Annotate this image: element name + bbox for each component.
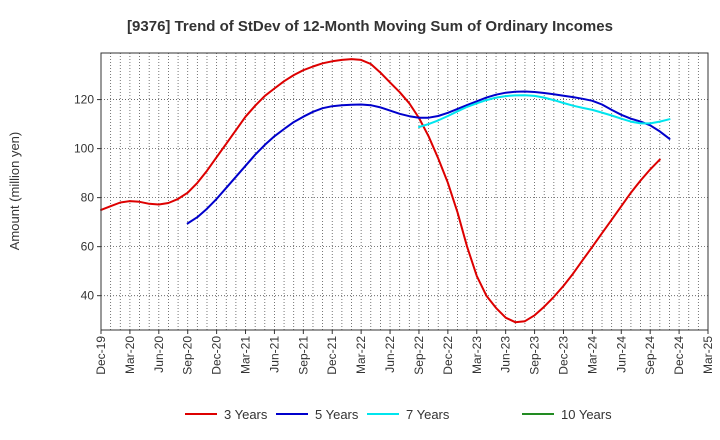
x-tick-label: Mar-22 xyxy=(354,336,368,374)
x-tick-label: Mar-20 xyxy=(123,336,137,374)
x-tick-label: Dec-21 xyxy=(325,336,339,375)
series-line-5-years xyxy=(186,90,671,225)
grid xyxy=(101,53,708,330)
legend-label-3-years: 3 Years xyxy=(224,407,268,422)
plot-frame xyxy=(100,52,709,331)
y-tick-label: 120 xyxy=(74,93,94,107)
x-tick-label: Sep-22 xyxy=(412,336,426,375)
y-tick-label: 60 xyxy=(81,240,95,254)
y-tick-label: 80 xyxy=(81,191,95,205)
x-tick-label: Sep-23 xyxy=(528,336,542,375)
x-ticks: Dec-19 Mar-20 Jun-20 Sep-20 Dec-20 Mar-21 Jun-… xyxy=(94,330,715,375)
y-tick-label: 40 xyxy=(81,289,95,303)
x-tick-label: Dec-23 xyxy=(556,336,570,375)
x-tick-label: Mar-23 xyxy=(470,336,484,374)
y-axis-label: Amount (million yen) xyxy=(7,132,22,251)
x-tick-label: Dec-20 xyxy=(210,336,224,375)
x-tick-label: Sep-24 xyxy=(643,336,657,375)
x-tick-label: Mar-25 xyxy=(701,336,715,374)
x-tick-label: Dec-22 xyxy=(441,336,455,375)
x-tick-label: Jun-22 xyxy=(383,336,397,373)
x-tick-label: Dec-24 xyxy=(672,336,686,375)
chart-title: [9376] Trend of StDev of 12-Month Moving… xyxy=(127,18,613,35)
y-tick-label: 100 xyxy=(74,142,94,156)
x-tick-label: Mar-21 xyxy=(239,336,253,374)
x-tick-label: Jun-20 xyxy=(152,336,166,373)
y-ticks: 40 60 80 100 120 xyxy=(74,93,101,303)
x-tick-label: Jun-21 xyxy=(267,336,281,373)
legend-label-5-years: 5 Years xyxy=(315,407,359,422)
plot-lines xyxy=(100,58,671,324)
x-tick-label: Jun-23 xyxy=(499,336,513,373)
series-line-3-years xyxy=(100,58,661,324)
x-tick-label: Mar-24 xyxy=(585,336,599,374)
series-line-7-years xyxy=(418,94,671,128)
legend: 3 Years 5 Years 7 Years 10 Years xyxy=(185,407,612,422)
x-tick-label: Sep-20 xyxy=(181,336,195,375)
x-tick-label: Jun-24 xyxy=(614,336,628,373)
x-tick-label: Sep-21 xyxy=(296,336,310,375)
legend-label-10-years: 10 Years xyxy=(561,407,612,422)
x-tick-label: Dec-19 xyxy=(94,336,108,375)
legend-label-7-years: 7 Years xyxy=(406,407,450,422)
